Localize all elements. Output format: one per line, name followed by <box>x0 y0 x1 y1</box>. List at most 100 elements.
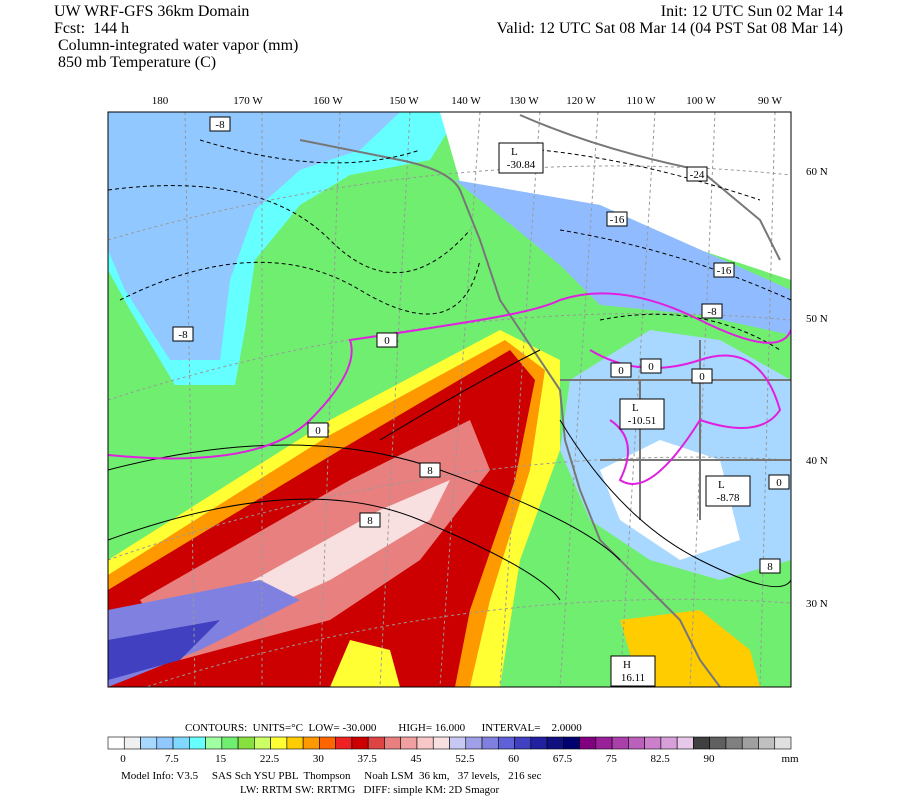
contour-label: -16 <box>717 265 732 277</box>
colorbar-unit: mm <box>781 753 799 765</box>
colorbar-tick-label: 15 <box>215 753 227 765</box>
colorbar-swatch <box>367 736 385 750</box>
model-info: Model Info: V3.5 SAS Sch YSU PBL Thompso… <box>121 770 542 782</box>
contour-label-box <box>419 462 441 478</box>
colorbar-swatch <box>546 736 564 750</box>
contour-label-box <box>640 358 662 374</box>
field-name: Column-integrated water vapor (mm) <box>58 37 298 54</box>
contour-label: 0 <box>648 361 654 373</box>
contour-label-box <box>701 303 723 319</box>
colorbar-swatch <box>579 736 597 750</box>
colorbar-swatch <box>676 736 694 750</box>
colorbar-swatch <box>432 736 450 750</box>
contours-note: CONTOURS: UNITS=°C LOW= -30.000 HIGH= 16… <box>185 722 582 734</box>
colorbar-swatch <box>205 736 223 750</box>
latitude-label: 50 N <box>806 313 828 325</box>
colorbar-swatch <box>774 736 792 750</box>
contour-label-box <box>359 512 381 528</box>
map-field <box>108 112 791 687</box>
colorbar: 0 7.5 15 22.5 30 37.5 45 52.5 60 67.5 75 82.5 90 mm <box>107 736 799 765</box>
colorbar-tick-label: 52.5 <box>455 753 475 765</box>
contour-label: -8 <box>178 329 188 341</box>
pressure-center-box <box>619 398 665 430</box>
colorbar-tick-label: 75 <box>606 753 618 765</box>
contour-label: -16 <box>610 214 625 226</box>
colorbar-tick-label: 67.5 <box>553 753 573 765</box>
colorbar-swatch <box>351 736 369 750</box>
colorbar-swatch <box>497 736 515 750</box>
contour-label-box <box>759 558 781 574</box>
colorbar-swatch <box>611 736 629 750</box>
colorbar-tick-label: 0 <box>120 753 126 765</box>
colorbar-swatch <box>449 736 467 750</box>
longitude-label: 140 W <box>451 95 481 107</box>
colorbar-swatch <box>758 736 776 750</box>
map-labels: 180 170 W 160 W 150 W 140 W 130 W 120 W 110 W 10… <box>152 95 828 687</box>
colorbar-tick-label: 7.5 <box>165 753 179 765</box>
contour-label: 8 <box>367 515 373 527</box>
pressure-center-value: 16.11 <box>621 672 645 684</box>
colorbar-swatch <box>530 736 548 750</box>
contour-label-box <box>713 262 735 278</box>
contour-label-box <box>606 211 628 227</box>
colorbar-swatch <box>302 736 320 750</box>
colorbar-tick-label: 30 <box>313 753 325 765</box>
longitude-label: 170 W <box>233 95 263 107</box>
contour-label-box <box>768 474 790 490</box>
colorbar-swatch <box>221 736 239 750</box>
pressure-center-box <box>498 142 544 174</box>
latitude-label: 40 N <box>806 455 828 467</box>
latitude-label: 60 N <box>806 166 828 178</box>
contour-label: 0 <box>618 365 624 377</box>
longitude-label: 90 W <box>758 95 783 107</box>
contour-label: 8 <box>427 465 433 477</box>
longitude-label: 120 W <box>566 95 596 107</box>
colorbar-swatch <box>189 736 206 750</box>
colorbar-swatch <box>140 736 158 750</box>
longitude-label: 110 W <box>626 95 656 107</box>
colorbar-swatch <box>481 736 499 750</box>
colorbar-swatch <box>270 736 288 750</box>
pressure-center-box <box>705 475 751 507</box>
valid-time: Valid: 12 UTC Sat 08 Mar 14 (04 PST Sat … <box>497 20 843 37</box>
colorbar-swatch <box>628 736 645 750</box>
pressure-center-box <box>610 655 656 687</box>
pressure-center-value: -10.51 <box>628 415 656 427</box>
colorbar-swatch <box>741 736 759 750</box>
contour-label: 0 <box>315 425 321 437</box>
colorbar-swatch <box>709 736 727 750</box>
colorbar-swatch <box>465 736 483 750</box>
latitude-label: 30 N <box>806 598 828 610</box>
colorbar-tick-label: 22.5 <box>260 753 280 765</box>
colorbar-swatch <box>400 736 418 750</box>
longitude-label: 180 <box>152 95 169 107</box>
colorbar-tick-label: 37.5 <box>358 753 378 765</box>
contour-label-box <box>686 166 708 182</box>
contour-label: -24 <box>690 169 705 181</box>
init-time: Init: 12 UTC Sun 02 Mar 14 <box>661 3 843 20</box>
colorbar-swatch <box>286 736 304 750</box>
colorbar-swatch <box>335 736 353 750</box>
longitude-label: 100 W <box>686 95 716 107</box>
colorbar-swatch <box>660 736 678 750</box>
map-frame <box>107 111 792 688</box>
pressure-center-symbol: L <box>632 402 639 414</box>
pressure-center-value: -8.78 <box>717 492 740 504</box>
contour-label: 8 <box>767 561 773 573</box>
colorbar-swatch <box>172 736 190 750</box>
colorbar-swatch <box>156 736 174 750</box>
contour-label: 0 <box>699 371 705 383</box>
longitude-label: 150 W <box>389 95 419 107</box>
colorbar-swatch <box>384 736 402 750</box>
colorbar-swatch <box>595 736 613 750</box>
model-title: UW WRF-GFS 36km Domain <box>54 3 249 20</box>
colorbar-swatch <box>725 736 743 750</box>
longitude-label: 130 W <box>509 95 539 107</box>
colorbar-swatch <box>693 736 710 750</box>
pressure-center-symbol: L <box>511 146 518 158</box>
contour-label: -8 <box>215 119 225 131</box>
pressure-center-value: -30.84 <box>507 159 536 171</box>
colorbar-swatch <box>254 736 271 750</box>
pressure-center-symbol: L <box>718 479 725 491</box>
